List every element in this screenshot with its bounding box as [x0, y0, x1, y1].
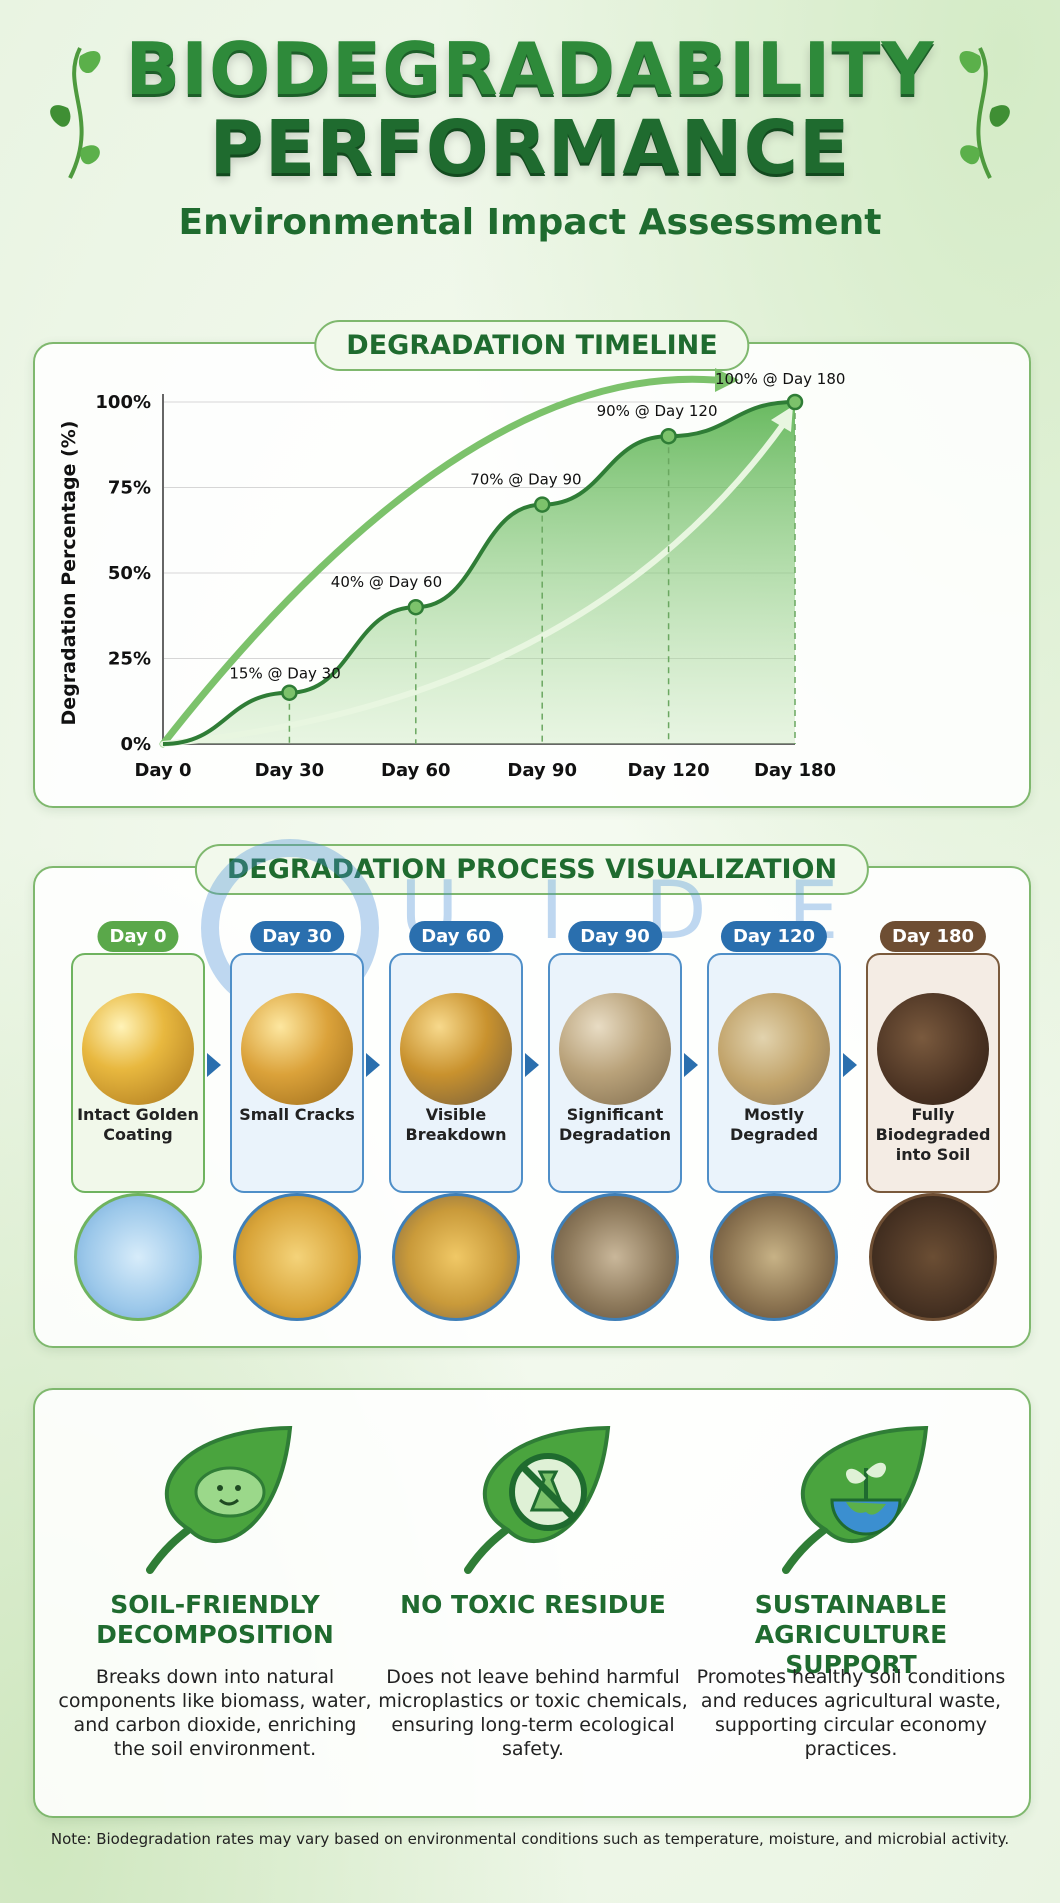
vine-leaf-icon	[50, 47, 101, 179]
coating-sphere-icon	[400, 993, 512, 1105]
data-point	[660, 427, 677, 445]
stage-label: Significant Degradation	[558, 1105, 672, 1144]
data-point	[786, 393, 804, 411]
microscope-view-icon	[710, 1193, 838, 1321]
page-subtitle: Environmental Impact Assessment	[178, 202, 882, 243]
stage-card: Day 30 Small Cracks	[230, 921, 364, 1193]
timeline-panel: DEGRADATION TIMELINE 0% 25% 50% 75% 100% Day…	[33, 320, 1031, 808]
x-tick-label: Day 180	[754, 760, 836, 781]
trend-arrow-upper	[159, 375, 719, 748]
benefit-description: Promotes healthy soil conditions and red…	[696, 1666, 1006, 1760]
stage-day-tag: Day 60	[409, 921, 503, 952]
data-point	[533, 496, 551, 513]
degradation-chart: 0% 25% 50% 75% 100% Day 0 15% @ Day 30 Day 30 4…	[58, 368, 845, 781]
stage-day-tag: Day 180	[879, 921, 987, 952]
stage-label: Mostly Degraded	[729, 1105, 819, 1144]
degradation-area	[163, 402, 795, 744]
data-label: 15% @ Day 30	[229, 665, 340, 683]
benefit-title: NO TOXIC RESIDUE	[400, 1590, 666, 1619]
stage-card: Day 90 Significant Degradation	[548, 921, 682, 1193]
y-tick-label: 25%	[108, 649, 151, 670]
stage-day-tag: Day 90	[568, 921, 662, 952]
benefit-title: SOIL-FRIENDLY DECOMPOSITION	[96, 1590, 334, 1649]
coating-sphere-icon	[718, 993, 830, 1105]
stage-label: Visible Breakdown	[405, 1105, 507, 1144]
data-label: 100% @ Day 180	[715, 370, 845, 388]
title-line-2: PERFORMANCE	[209, 105, 851, 191]
coating-sphere-icon	[82, 993, 194, 1105]
process-pill: DEGRADATION PROCESS VISUALIZATION	[194, 844, 870, 895]
microscope-view-icon	[74, 1193, 202, 1321]
x-tick-label: Day 60	[381, 760, 451, 781]
y-axis-title: Degradation Percentage (%)	[58, 421, 80, 726]
x-tick-label: Day 0	[134, 760, 191, 781]
stage-card: Day 60 Visible Breakdown	[389, 921, 523, 1193]
vine-leaf-icon	[959, 47, 1010, 179]
coating-sphere-icon	[877, 993, 989, 1105]
coating-sphere-icon	[559, 993, 671, 1105]
process-panel: DEGRADATION PROCESS VISUALIZATION U I D …	[33, 839, 1031, 1348]
title-line-1: BIODEGRADABILITY	[125, 27, 935, 111]
stage-day-tag: Day 120	[720, 921, 828, 952]
no-chemicals-leaf-icon	[464, 1425, 611, 1574]
benefit-description: Breaks down into natural components like…	[58, 1666, 372, 1760]
y-tick-label: 50%	[108, 563, 151, 584]
footnote: Note: Biodegradation rates may vary base…	[50, 1830, 1010, 1848]
stage-card: Day 180 Fully Biodegraded into Soil	[866, 921, 1000, 1193]
x-tick-label: Day 30	[255, 760, 325, 781]
data-label: 70% @ Day 90	[470, 471, 581, 489]
microbe-leaf-icon	[146, 1425, 293, 1574]
data-point	[281, 684, 298, 701]
timeline-pill: DEGRADATION TIMELINE	[314, 320, 750, 371]
stage-arrow-icon	[684, 1053, 698, 1077]
stage-day-tag: Day 30	[250, 921, 344, 952]
stage-label: Fully Biodegraded into Soil	[875, 1105, 991, 1164]
x-tick-label: Day 120	[628, 760, 710, 781]
stage-label: Small Cracks	[239, 1105, 355, 1124]
trend-arrow-lower	[160, 419, 788, 747]
microscope-view-icon	[551, 1193, 679, 1321]
y-tick-label: 0%	[120, 734, 151, 755]
y-tick-label: 100%	[95, 392, 151, 413]
data-label: 40% @ Day 60	[331, 573, 442, 591]
microscope-view-icon	[233, 1193, 361, 1321]
stage-card: Day 120 Mostly Degraded	[707, 921, 841, 1193]
stage-arrow-icon	[366, 1053, 380, 1077]
microscope-view-icon	[392, 1193, 520, 1321]
stage-day-tag: Day 0	[97, 921, 179, 952]
data-point	[407, 598, 425, 616]
stage-arrow-icon	[843, 1053, 857, 1077]
microscope-view-icon	[869, 1193, 997, 1321]
data-label: 90% @ Day 120	[597, 402, 718, 420]
arrow-head-icon	[771, 406, 793, 432]
stage-arrow-icon	[525, 1053, 539, 1077]
benefits-panel: SOIL-FRIENDLY DECOMPOSITION Breaks down …	[33, 1388, 1031, 1818]
x-tick-label: Day 90	[507, 760, 577, 781]
stage-card: Day 0 Intact Golden Coating	[71, 921, 205, 1193]
arrow-head-icon	[715, 368, 739, 392]
coating-sphere-icon	[241, 993, 353, 1105]
page-header: BIODEGRADABILITY PERFORMANCE Environment…	[0, 30, 1060, 243]
stage-label: Intact Golden Coating	[77, 1105, 199, 1144]
benefit-description: Does not leave behind harmful microplast…	[378, 1666, 688, 1760]
earth-sprout-leaf-icon	[782, 1425, 929, 1574]
y-tick-label: 75%	[108, 478, 151, 499]
benefit-title: SUSTAINABLE AGRICULTURE SUPPORT	[754, 1590, 948, 1679]
stage-arrow-icon	[207, 1053, 221, 1077]
